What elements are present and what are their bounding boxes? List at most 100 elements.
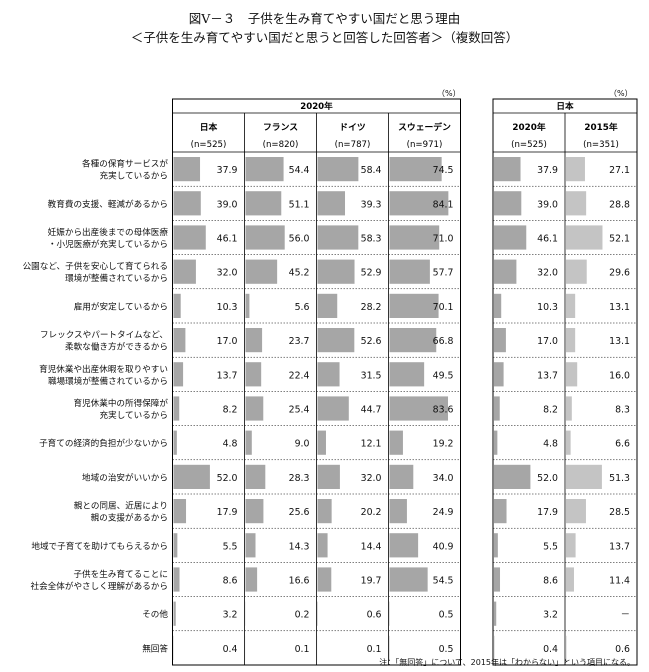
- bar: [173, 396, 180, 421]
- value-label: 23.7: [289, 336, 310, 347]
- bar: [494, 396, 500, 421]
- value-label: 4.8: [543, 439, 558, 450]
- value-label: 51.3: [609, 473, 630, 484]
- bar: [245, 533, 256, 558]
- bar: [389, 567, 428, 592]
- bar: [245, 157, 284, 182]
- value-label: 14.3: [289, 541, 310, 552]
- bar: [566, 259, 587, 284]
- value-label: 28.5: [609, 507, 630, 518]
- bar: [494, 464, 531, 489]
- category-label: 育児休業中の所得保障が充実しているから: [73, 397, 168, 421]
- value-label: 19.2: [433, 439, 454, 450]
- category-label: 地域で子育てを助けてもらえるから: [31, 540, 168, 552]
- value-label: 17.0: [217, 336, 238, 347]
- value-label: 28.2: [361, 302, 382, 313]
- bar: [494, 499, 507, 524]
- bar: [317, 157, 359, 182]
- category-label: 育児休業や出産休暇を取りやすい職場環境が整備されているから: [39, 363, 168, 387]
- value-label: 17.9: [537, 507, 558, 518]
- column-n: (n=525): [191, 140, 227, 150]
- value-label: 14.4: [361, 541, 382, 552]
- column-n: (n=787): [335, 140, 371, 150]
- value-label: 0.4: [543, 644, 558, 655]
- value-label: 0.6: [615, 644, 630, 655]
- value-label: 27.1: [609, 165, 630, 176]
- value-label: 13.1: [609, 336, 630, 347]
- value-label: 13.7: [609, 541, 630, 552]
- value-label: 51.1: [289, 199, 310, 210]
- bar: [389, 499, 407, 524]
- bar: [173, 157, 201, 182]
- bar: [317, 430, 326, 455]
- value-label: 11.4: [609, 576, 630, 587]
- value-label: 3.2: [543, 610, 558, 621]
- bar: [173, 601, 176, 626]
- value-label: 25.4: [289, 405, 310, 416]
- bar: [317, 464, 340, 489]
- value-label: 57.7: [433, 268, 454, 279]
- category-label: 各種の保育サービスが充実しているから: [82, 158, 168, 182]
- value-label: 25.6: [289, 507, 310, 518]
- column-header: ドイツ: [339, 122, 366, 133]
- bar: [317, 328, 355, 353]
- bar: [389, 362, 425, 387]
- bar: [389, 157, 442, 182]
- value-label: 0.6: [367, 610, 382, 621]
- bar: [566, 293, 576, 318]
- bar: [245, 225, 285, 250]
- bar: [173, 225, 206, 250]
- value-label: 52.6: [361, 336, 382, 347]
- category-label: 公園など、子供を安心して育てられる環境が整備されているから: [23, 260, 168, 284]
- bar: [317, 362, 340, 387]
- bar: [494, 533, 498, 558]
- bar: [494, 191, 522, 216]
- bar: [245, 328, 263, 353]
- value-label: 6.6: [615, 439, 630, 450]
- value-label: 52.0: [217, 473, 238, 484]
- bar: [494, 362, 504, 387]
- value-label: 8.3: [615, 405, 630, 416]
- category-label: 教育費の支援、軽減があるから: [48, 198, 168, 210]
- value-label: 34.0: [433, 473, 454, 484]
- bar: [566, 225, 603, 250]
- bar: [566, 533, 576, 558]
- value-label: 31.5: [361, 370, 382, 381]
- bar: [245, 430, 252, 455]
- value-label: 52.1: [609, 234, 630, 245]
- category-label: 妊娠から出産後までの母体医療・小児医療が充実しているから: [48, 226, 169, 250]
- column-n: (n=820): [263, 140, 299, 150]
- column-header: 2015年: [584, 121, 617, 133]
- bar: [173, 293, 181, 318]
- value-label: 12.1: [361, 439, 382, 450]
- bar: [389, 259, 430, 284]
- value-label: 70.1: [433, 302, 454, 313]
- bar: [317, 225, 359, 250]
- column-n: (n=971): [407, 140, 443, 150]
- bar: [389, 396, 449, 421]
- value-label: 28.8: [609, 199, 630, 210]
- bar: [173, 191, 201, 216]
- bar: [173, 567, 180, 592]
- bar: [173, 430, 177, 455]
- value-label: 8.2: [543, 405, 558, 416]
- bar: [317, 191, 346, 216]
- value-label: 29.6: [609, 268, 630, 279]
- value-label: 44.7: [361, 405, 382, 416]
- category-label: 地域の治安がいいから: [82, 471, 168, 483]
- value-label: 32.0: [217, 268, 238, 279]
- bar: [245, 362, 262, 387]
- bar: [245, 499, 264, 524]
- bar: [173, 464, 210, 489]
- bar: [389, 464, 414, 489]
- value-label: 66.8: [433, 336, 454, 347]
- bar: [173, 362, 184, 387]
- value-label: 28.3: [289, 473, 310, 484]
- value-label: －: [621, 610, 630, 621]
- bar: [317, 499, 332, 524]
- value-label: 40.9: [433, 541, 454, 552]
- bar: [245, 293, 250, 318]
- bar: [245, 567, 258, 592]
- value-label: 46.1: [537, 234, 558, 245]
- value-label: 52.0: [537, 473, 558, 484]
